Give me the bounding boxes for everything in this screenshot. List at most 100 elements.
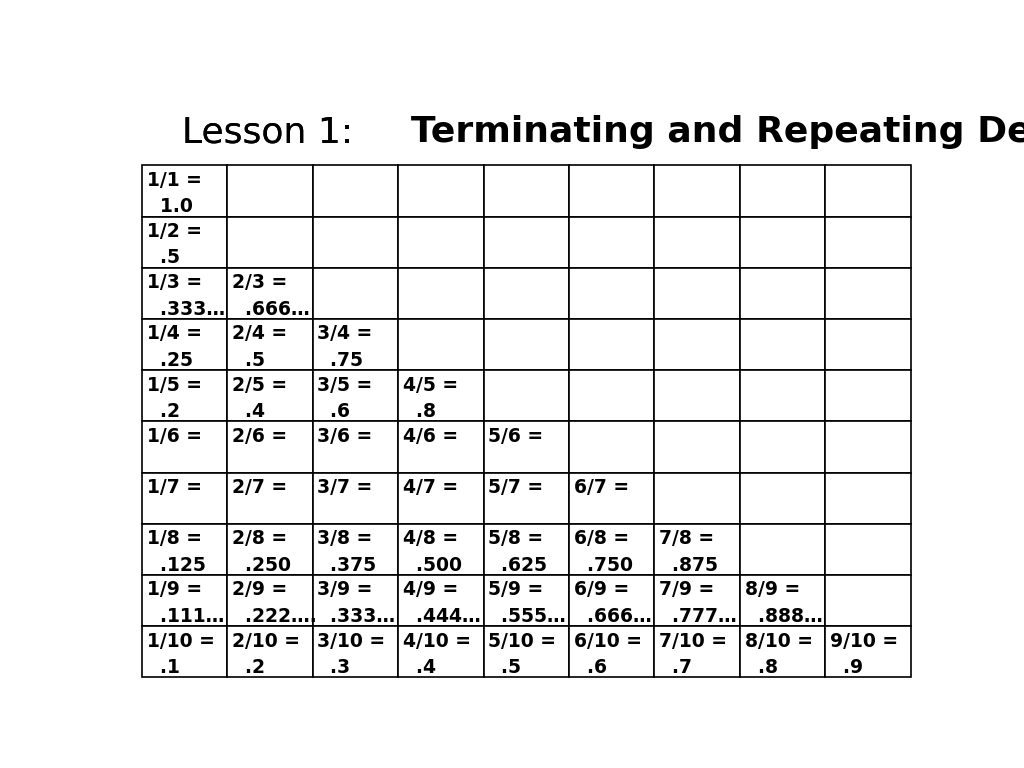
Bar	[740, 524, 825, 575]
Text: 2/8 =
  .250: 2/8 = .250	[232, 529, 291, 574]
Bar	[398, 626, 483, 677]
Bar	[825, 575, 910, 626]
Bar	[825, 268, 910, 319]
Bar	[142, 524, 227, 575]
Text: 2/6 =: 2/6 =	[232, 427, 287, 445]
Bar	[569, 422, 654, 472]
Text: 1/3 =
  .333…: 1/3 = .333…	[146, 273, 224, 319]
Text: 8/9 =
  .888…: 8/9 = .888…	[744, 581, 822, 626]
Text: 7/9 =
  .777…: 7/9 = .777…	[659, 581, 737, 626]
Bar	[569, 268, 654, 319]
Bar	[569, 319, 654, 370]
Bar	[312, 268, 398, 319]
Bar	[142, 217, 227, 268]
Bar	[227, 422, 312, 472]
Bar	[483, 575, 569, 626]
Bar	[398, 524, 483, 575]
Bar	[654, 472, 740, 524]
Bar	[227, 165, 312, 217]
Text: 1/8 =
  .125: 1/8 = .125	[146, 529, 206, 574]
Bar	[227, 626, 312, 677]
Bar	[483, 268, 569, 319]
Bar	[483, 319, 569, 370]
Text: 5/8 =
  .625: 5/8 = .625	[488, 529, 547, 574]
Text: Lesson 1:: Lesson 1:	[182, 115, 365, 149]
Text: 2/7 =: 2/7 =	[232, 478, 287, 497]
Text: 4/10 =
  .4: 4/10 = .4	[402, 631, 471, 677]
Bar	[569, 524, 654, 575]
Bar	[654, 165, 740, 217]
Bar	[569, 626, 654, 677]
Text: 1/6 =: 1/6 =	[146, 427, 202, 445]
Bar	[142, 370, 227, 422]
Text: 3/7 =: 3/7 =	[317, 478, 373, 497]
Text: 2/5 =
  .4: 2/5 = .4	[232, 376, 287, 421]
Bar	[740, 575, 825, 626]
Bar	[312, 319, 398, 370]
Bar	[654, 319, 740, 370]
Bar	[654, 268, 740, 319]
Text: 9/10 =
  .9: 9/10 = .9	[830, 631, 898, 677]
Text: 1/1 =
  1.0: 1/1 = 1.0	[146, 170, 202, 217]
Bar	[312, 370, 398, 422]
Bar	[483, 422, 569, 472]
Bar	[227, 217, 312, 268]
Bar	[740, 268, 825, 319]
Bar	[312, 575, 398, 626]
Text: 8/10 =
  .8: 8/10 = .8	[744, 631, 813, 677]
Text: 7/10 =
  .7: 7/10 = .7	[659, 631, 727, 677]
Bar	[312, 472, 398, 524]
Bar	[398, 217, 483, 268]
Bar	[227, 319, 312, 370]
Bar	[227, 575, 312, 626]
Bar	[654, 524, 740, 575]
Text: 3/5 =
  .6: 3/5 = .6	[317, 376, 373, 421]
Text: 2/9 =
  .222….: 2/9 = .222….	[232, 581, 316, 626]
Bar	[825, 319, 910, 370]
Bar	[398, 370, 483, 422]
Text: 4/5 =
  .8: 4/5 = .8	[402, 376, 458, 421]
Text: 2/3 =
  .666…: 2/3 = .666…	[232, 273, 310, 319]
Bar	[825, 472, 910, 524]
Bar	[740, 370, 825, 422]
Text: 1/7 =: 1/7 =	[146, 478, 202, 497]
Text: Terminating and Repeating Decimals: Terminating and Repeating Decimals	[411, 115, 1024, 149]
Text: 1/2 =
  .5: 1/2 = .5	[146, 222, 202, 267]
Bar	[312, 422, 398, 472]
Bar	[825, 626, 910, 677]
Bar	[483, 217, 569, 268]
Text: 2/4 =
  .5: 2/4 = .5	[232, 324, 287, 370]
Bar	[142, 165, 227, 217]
Bar	[825, 524, 910, 575]
Bar	[227, 268, 312, 319]
Bar	[483, 626, 569, 677]
Text: 3/8 =
  .375: 3/8 = .375	[317, 529, 377, 574]
Bar	[569, 217, 654, 268]
Bar	[398, 422, 483, 472]
Bar	[825, 370, 910, 422]
Bar	[483, 165, 569, 217]
Text: 4/6 =: 4/6 =	[402, 427, 458, 445]
Bar	[654, 626, 740, 677]
Text: 7/8 =
  .875: 7/8 = .875	[659, 529, 718, 574]
Bar	[654, 422, 740, 472]
Bar	[825, 422, 910, 472]
Bar	[569, 370, 654, 422]
Bar	[312, 524, 398, 575]
Bar	[142, 268, 227, 319]
Bar	[740, 422, 825, 472]
Text: 3/6 =: 3/6 =	[317, 427, 373, 445]
Bar	[654, 575, 740, 626]
Bar	[142, 626, 227, 677]
Text: 5/10 =
  .5: 5/10 = .5	[488, 631, 556, 677]
Bar	[227, 472, 312, 524]
Bar	[740, 217, 825, 268]
Bar	[312, 217, 398, 268]
Bar	[312, 165, 398, 217]
Bar	[142, 575, 227, 626]
Bar	[227, 524, 312, 575]
Bar	[398, 575, 483, 626]
Bar	[483, 472, 569, 524]
Bar	[227, 370, 312, 422]
Text: 5/7 =: 5/7 =	[488, 478, 544, 497]
